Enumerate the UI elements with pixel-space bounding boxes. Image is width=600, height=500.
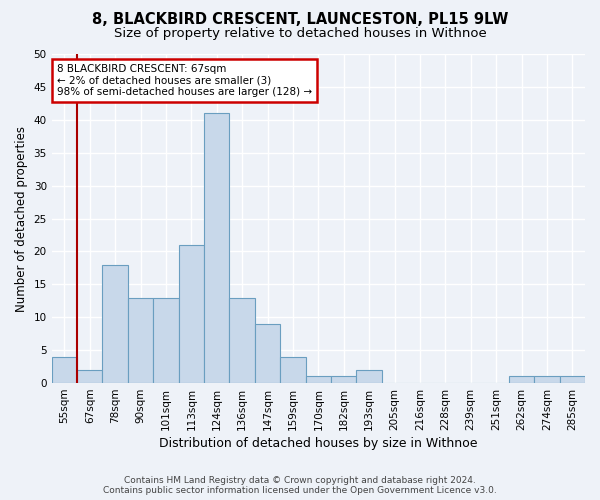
- Y-axis label: Number of detached properties: Number of detached properties: [15, 126, 28, 312]
- Bar: [534, 376, 560, 383]
- X-axis label: Distribution of detached houses by size in Withnoe: Distribution of detached houses by size …: [159, 437, 478, 450]
- Text: Size of property relative to detached houses in Withnoe: Size of property relative to detached ho…: [113, 28, 487, 40]
- Text: Contains HM Land Registry data © Crown copyright and database right 2024.
Contai: Contains HM Land Registry data © Crown c…: [103, 476, 497, 495]
- Bar: [77, 370, 103, 383]
- Bar: [103, 264, 128, 383]
- Bar: [305, 376, 331, 383]
- Bar: [509, 376, 534, 383]
- Bar: [280, 356, 305, 383]
- Text: 8 BLACKBIRD CRESCENT: 67sqm
← 2% of detached houses are smaller (3)
98% of semi-: 8 BLACKBIRD CRESCENT: 67sqm ← 2% of deta…: [57, 64, 312, 97]
- Bar: [179, 245, 204, 383]
- Bar: [255, 324, 280, 383]
- Bar: [229, 298, 255, 383]
- Bar: [153, 298, 179, 383]
- Bar: [356, 370, 382, 383]
- Bar: [204, 113, 229, 383]
- Bar: [128, 298, 153, 383]
- Text: 8, BLACKBIRD CRESCENT, LAUNCESTON, PL15 9LW: 8, BLACKBIRD CRESCENT, LAUNCESTON, PL15 …: [92, 12, 508, 28]
- Bar: [560, 376, 585, 383]
- Bar: [52, 356, 77, 383]
- Bar: [331, 376, 356, 383]
